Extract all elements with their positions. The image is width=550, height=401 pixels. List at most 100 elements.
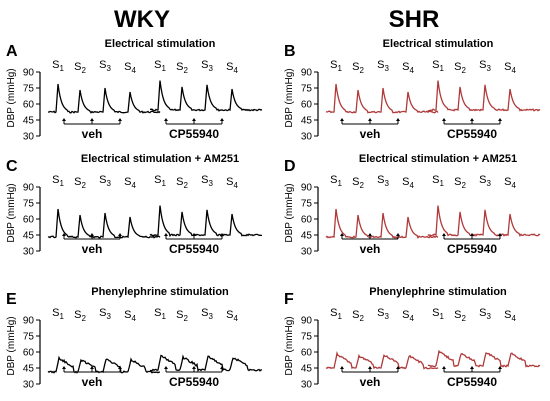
y-tick-label: 60 <box>301 100 313 111</box>
label-veh: veh <box>82 127 103 141</box>
y-tick-label: 30 <box>301 380 313 391</box>
y-tick-label: 75 <box>23 199 35 210</box>
stim-label: S4 <box>402 61 414 75</box>
trace-cp55940 <box>149 354 263 372</box>
label-veh: veh <box>360 127 381 141</box>
y-axis-label: DBP (mmHg) <box>284 316 295 375</box>
y-tick-label: 90 <box>23 68 35 79</box>
y-tick-label: 45 <box>23 364 35 375</box>
y-axis-label: DBP (mmHg) <box>6 68 17 127</box>
trace-veh <box>325 208 439 240</box>
y-tick-label: 60 <box>23 100 35 111</box>
column-title-wky: WKY <box>114 6 170 33</box>
stim-label: S1 <box>432 174 444 188</box>
stim-label: S2 <box>74 61 86 75</box>
y-tick-label: 45 <box>301 116 313 127</box>
column-title-shr: SHR <box>389 6 440 33</box>
stim-label: S1 <box>52 174 64 188</box>
panel-letter: B <box>284 43 296 60</box>
panel-title: Electrical stimulation + AM251 <box>359 153 517 165</box>
stim-label: S2 <box>74 176 86 190</box>
y-tick-label: 90 <box>301 183 313 194</box>
stim-label: S1 <box>154 307 166 321</box>
y-axis-label: DBP (mmHg) <box>284 183 295 242</box>
stim-label: S2 <box>454 309 466 323</box>
y-tick-label: 45 <box>301 364 313 375</box>
panel-e: E Phenylephrine stimulation DBP (mmHg) 90 75… <box>6 286 263 391</box>
stim-label: S4 <box>226 61 238 75</box>
trace-cp55940 <box>427 349 541 368</box>
panel-letter: F <box>284 291 294 308</box>
y-tick-label: 30 <box>301 132 313 143</box>
treatment-bracket <box>340 366 400 373</box>
y-tick-label: 90 <box>23 316 35 327</box>
stim-label: S3 <box>99 174 111 188</box>
stim-label: S3 <box>377 59 389 73</box>
panel-title: Phenylephrine stimulation <box>91 286 229 298</box>
label-veh: veh <box>82 375 103 389</box>
stim-label: S2 <box>454 176 466 190</box>
treatment-bracket <box>442 118 502 125</box>
stim-label: S4 <box>124 61 136 75</box>
stim-label: S2 <box>352 309 364 323</box>
label-veh: veh <box>82 242 103 256</box>
stim-label: S1 <box>52 59 64 73</box>
y-tick-label: 60 <box>301 215 313 226</box>
stim-label: S3 <box>201 307 213 321</box>
stim-label: S2 <box>352 61 364 75</box>
stim-label: S4 <box>504 61 516 75</box>
trace-cp55940 <box>149 205 262 238</box>
stim-label: S2 <box>176 309 188 323</box>
stim-label: S3 <box>479 174 491 188</box>
panel-c: C Electrical stimulation + AM251 DBP (mmHg… <box>6 153 262 258</box>
panel-title: Electrical stimulation <box>383 38 494 50</box>
y-tick-label: 75 <box>23 84 35 95</box>
stim-label: S1 <box>330 59 342 73</box>
label-cp55940: CP55940 <box>447 375 497 389</box>
panel-f: F Phenylephrine stimulation DBP (mmHg) 90 75… <box>284 286 541 391</box>
stim-label: S4 <box>504 176 516 190</box>
y-tick-label: 60 <box>23 215 35 226</box>
stim-label: S1 <box>154 59 166 73</box>
label-veh: veh <box>360 375 381 389</box>
stim-label: S4 <box>124 309 136 323</box>
stim-label: S1 <box>52 307 64 321</box>
trace-veh <box>325 350 439 370</box>
stim-label: S2 <box>74 309 86 323</box>
label-veh: veh <box>360 242 381 256</box>
trace-veh <box>47 208 161 239</box>
y-tick-label: 30 <box>23 380 35 391</box>
treatment-bracket <box>164 366 224 373</box>
stim-label: S4 <box>124 176 136 190</box>
stim-label: S2 <box>352 176 364 190</box>
stim-label: S1 <box>330 174 342 188</box>
stim-label: S4 <box>226 309 238 323</box>
y-tick-label: 75 <box>301 332 313 343</box>
stim-label: S3 <box>377 307 389 321</box>
y-tick-label: 90 <box>23 183 35 194</box>
treatment-bracket <box>62 233 122 240</box>
treatment-bracket <box>62 118 122 125</box>
y-tick-label: 45 <box>23 116 35 127</box>
y-tick-label: 75 <box>23 332 35 343</box>
label-cp55940: CP55940 <box>169 375 219 389</box>
panel-a: A Electrical stimulation DBP (mmHg) 90 75 60 4… <box>6 38 263 143</box>
y-tick-label: 45 <box>301 231 313 242</box>
y-tick-label: 60 <box>23 348 35 359</box>
trace-veh <box>47 83 161 114</box>
y-axis-label: DBP (mmHg) <box>6 316 17 375</box>
y-tick-label: 30 <box>23 247 35 258</box>
y-tick-label: 75 <box>301 199 313 210</box>
y-tick-label: 45 <box>23 231 35 242</box>
y-tick-label: 60 <box>301 348 313 359</box>
y-axis-label: DBP (mmHg) <box>284 68 295 127</box>
stim-label: S1 <box>432 307 444 321</box>
treatment-bracket <box>62 366 122 373</box>
trace-cp55940 <box>427 205 541 238</box>
stim-label: S3 <box>377 174 389 188</box>
trace-veh <box>325 83 439 114</box>
treatment-bracket <box>442 233 502 240</box>
stim-label: S4 <box>504 309 516 323</box>
y-tick-label: 90 <box>301 316 313 327</box>
stim-label: S2 <box>454 61 466 75</box>
